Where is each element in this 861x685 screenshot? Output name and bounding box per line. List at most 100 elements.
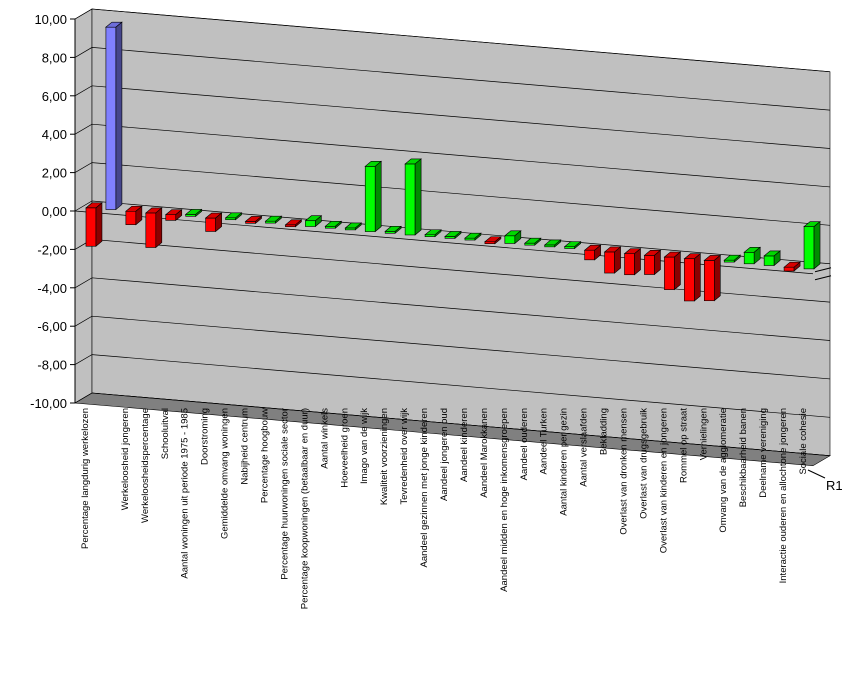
x-tick-label: Deelname vereniging xyxy=(758,408,769,498)
grid-line xyxy=(74,8,831,73)
bar xyxy=(384,225,402,234)
x-tick-label: Hoeveelheid groen xyxy=(339,408,350,488)
x-tick-label: Aandeel kinderen xyxy=(459,408,470,482)
y-tick-label: 0,00 xyxy=(42,204,67,219)
bar-front xyxy=(205,217,216,232)
bar-front xyxy=(404,163,416,236)
bar xyxy=(144,207,163,249)
bar-front xyxy=(644,255,655,275)
bar-side xyxy=(614,246,621,274)
bar xyxy=(204,212,223,233)
grid-line xyxy=(74,392,831,457)
bar-side xyxy=(674,251,681,291)
bar-front xyxy=(604,251,615,274)
x-tick-label: Aantal kinderen per gezin xyxy=(559,408,570,516)
grid-line xyxy=(74,47,831,111)
bar-side xyxy=(773,250,781,267)
bar-side xyxy=(195,208,203,217)
bar-side xyxy=(554,239,562,248)
y-tick-label: -10,00 xyxy=(30,396,67,411)
bar-side xyxy=(215,212,222,233)
bar-front xyxy=(584,249,595,261)
bar-side xyxy=(574,240,581,250)
legend-label: R1 xyxy=(826,478,843,493)
x-tick-label: Aandeel Marokkanen xyxy=(479,408,490,498)
bar-front xyxy=(364,166,376,232)
y-tick-label: -6,00 xyxy=(37,319,67,334)
y-tick-label: -8,00 xyxy=(37,358,67,373)
bar-side xyxy=(295,219,302,228)
bar-side xyxy=(733,254,741,263)
bar-side xyxy=(115,21,123,211)
bar-side xyxy=(534,237,542,246)
grid-line xyxy=(74,354,831,418)
x-tick-label: Kwaliteit voorzieningen xyxy=(379,408,390,505)
bar xyxy=(224,212,243,221)
x-tick-label: Werkeloosheidspercentage xyxy=(140,408,151,523)
bar-side xyxy=(255,215,262,224)
bar-front xyxy=(85,207,97,247)
bar xyxy=(623,247,642,276)
bar xyxy=(284,219,303,228)
axis-break xyxy=(814,275,832,281)
bar xyxy=(164,208,183,222)
axis-break xyxy=(814,267,832,273)
bar-side xyxy=(793,261,801,272)
x-tick-label: Rommel op straat xyxy=(678,408,689,483)
y-tick-label: 4,00 xyxy=(42,127,67,142)
bar-front xyxy=(305,220,316,227)
bar xyxy=(304,215,323,228)
bar-front xyxy=(165,214,177,221)
bar-side xyxy=(394,225,402,234)
bar-side xyxy=(315,215,322,228)
grid-line xyxy=(74,85,831,149)
bar-side xyxy=(434,229,442,238)
bar xyxy=(344,222,363,231)
bar-side xyxy=(634,247,641,276)
bar-front xyxy=(105,26,117,210)
bar-front xyxy=(504,235,516,244)
x-tick-label: Aantal verslaafden xyxy=(579,408,590,487)
grid-line xyxy=(74,200,831,265)
bar-front xyxy=(684,258,695,302)
bar-side xyxy=(474,232,482,241)
bar-side xyxy=(694,253,701,302)
bar xyxy=(523,237,542,246)
y-tick-label: 6,00 xyxy=(42,89,67,104)
bar xyxy=(663,251,682,291)
x-tick-label: Nabijheid centrum xyxy=(240,408,251,485)
x-tick-label: Imago van de wijk xyxy=(359,408,370,484)
y-tick-label: -2,00 xyxy=(37,242,67,257)
bar xyxy=(783,261,801,272)
bar xyxy=(404,158,422,236)
y-tick-label: -4,00 xyxy=(37,281,67,296)
x-tick-label: Beschikbaarheid banen xyxy=(738,408,749,507)
x-tick-label: Overlast van drugsgebruik xyxy=(638,408,649,519)
bar-side xyxy=(95,202,103,247)
bar xyxy=(603,246,622,274)
bar-side xyxy=(414,158,422,236)
bar-side xyxy=(654,249,661,276)
bar-front xyxy=(145,212,157,248)
x-tick-label: Werkeloosheid jongeren xyxy=(120,408,131,510)
x-tick-label: Omvang van de agglomeratie xyxy=(718,408,729,533)
bar xyxy=(563,240,582,250)
x-tick-label: Overlast van kinderen en jongeren xyxy=(658,408,669,553)
bar xyxy=(504,230,522,245)
grid-line xyxy=(74,162,831,226)
x-tick-label: Interactie ouderen en allochtone jongere… xyxy=(778,408,789,583)
x-tick-label: Percentage langdurig werkelozen xyxy=(80,408,91,549)
bar-side xyxy=(374,160,382,233)
x-tick-label: Gemiddelde omvang woningen xyxy=(220,408,231,539)
bar-front xyxy=(743,251,755,265)
x-tick-label: Aantal winkels xyxy=(319,408,330,469)
bar-side xyxy=(514,230,522,245)
bar xyxy=(444,230,462,240)
bar xyxy=(703,254,722,302)
bar xyxy=(803,221,821,270)
bar xyxy=(543,239,562,248)
bar xyxy=(244,215,263,224)
grid-line xyxy=(74,277,831,341)
y-tick-label: 2,00 xyxy=(42,166,67,181)
